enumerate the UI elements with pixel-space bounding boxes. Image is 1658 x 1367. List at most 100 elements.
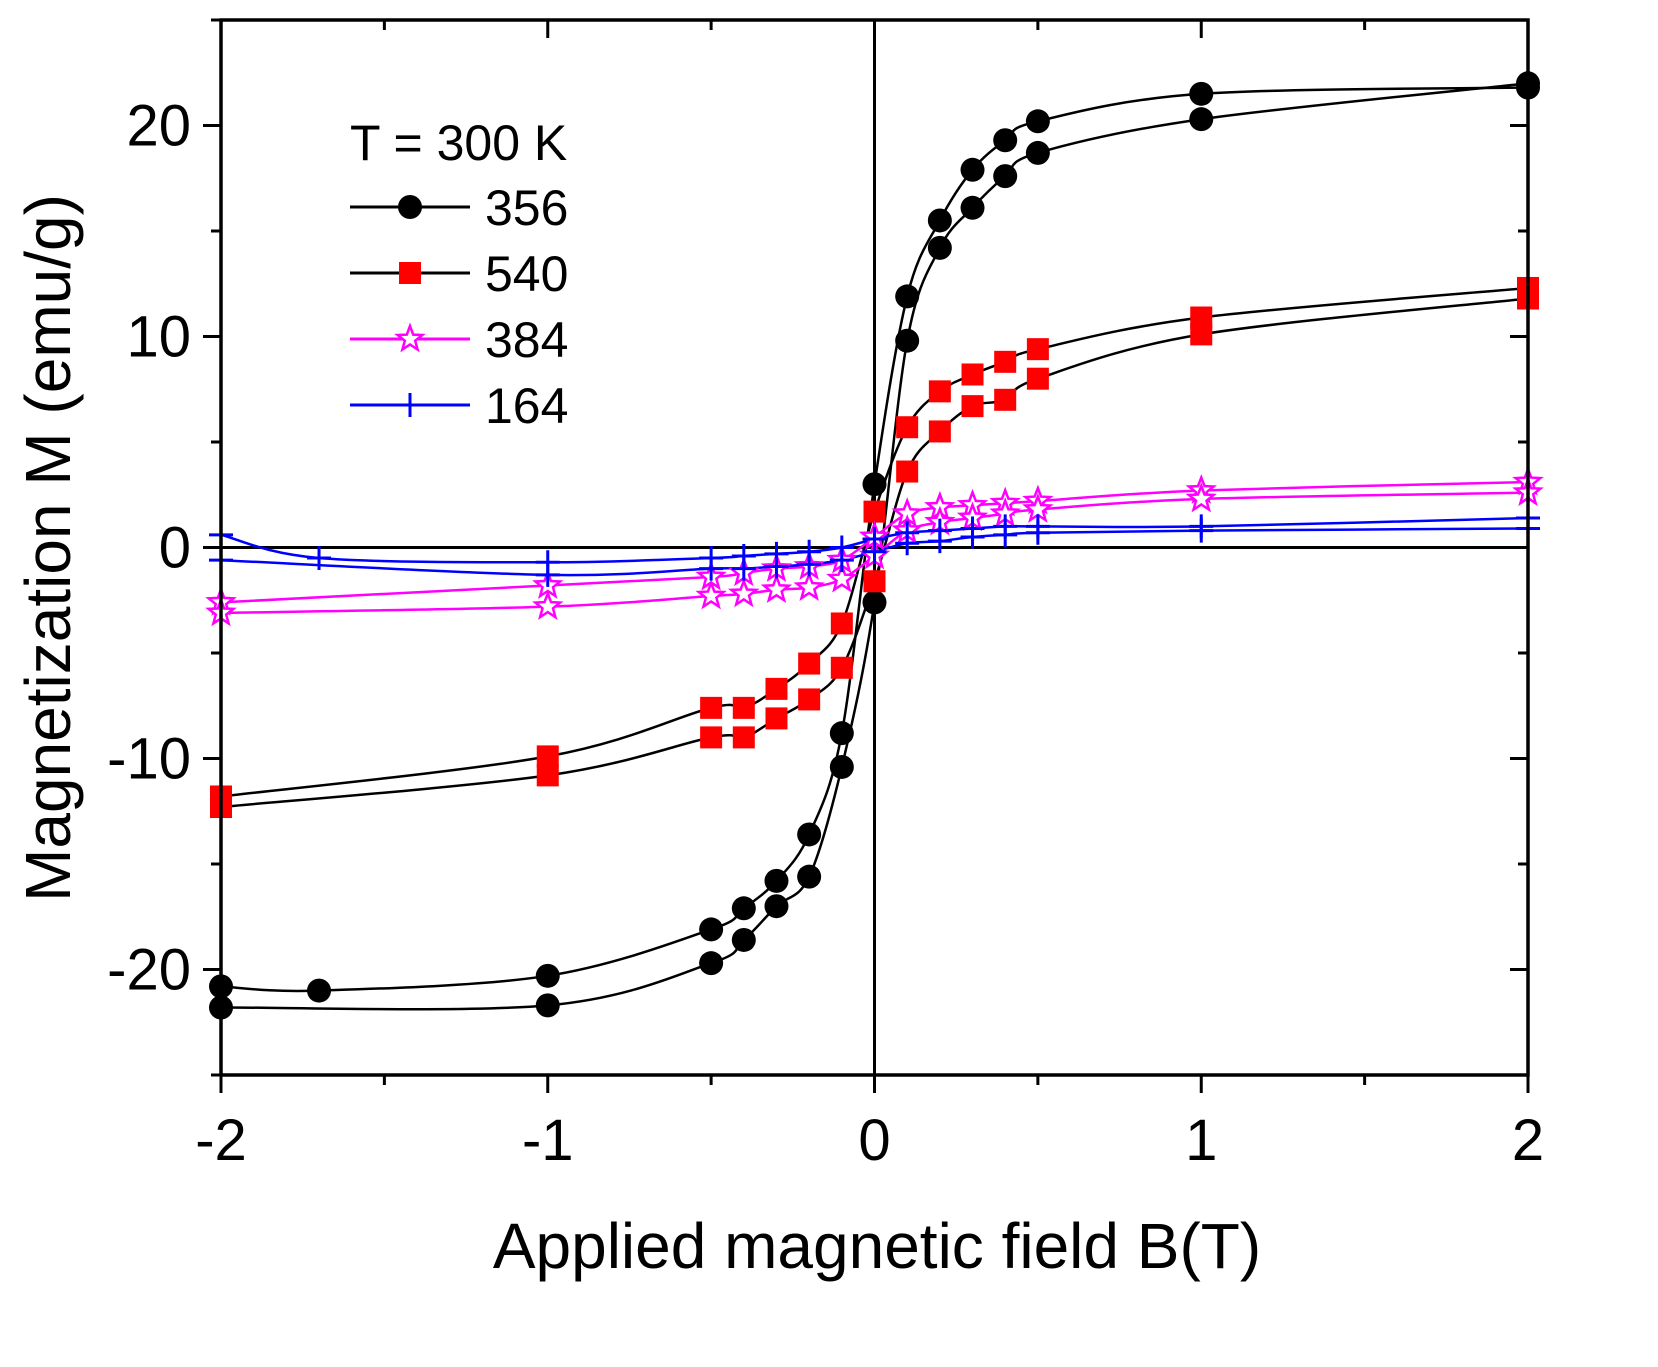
y-tick-label: 10 [126,305,191,370]
series-356-point [960,195,985,220]
y-tick-label: 20 [126,94,191,159]
series-540-point [830,612,853,635]
series-356-point [927,208,952,233]
series-356-point [535,993,560,1018]
series-540-point [765,677,788,700]
series-384-point [1185,482,1217,513]
legend-label-164: 164 [485,378,568,434]
x-axis-title: Applied magnetic field B(T) [493,1210,1261,1282]
series-164-point [764,554,789,579]
series-356-point [535,963,560,988]
series-540-point [700,696,723,719]
legend-marker-384 [394,322,426,353]
series-540-point [863,500,886,523]
series-356-point [307,978,332,1003]
series-540-point [961,395,984,418]
series-540-point [536,745,559,768]
series-384-point [695,579,727,610]
series-356-point [993,164,1018,189]
legend-marker-164 [398,393,422,417]
y-tick-label: -10 [107,727,191,792]
y-tick-label: -20 [107,938,191,1003]
x-tick-label: 2 [1512,1108,1544,1173]
series-164-point [535,562,560,587]
series-164-point [699,556,724,581]
series-356-point [731,896,756,921]
series-540-point [536,764,559,787]
series-540-point [994,350,1017,373]
series-356-point [895,284,920,309]
series-356-point [895,328,920,353]
series-164-point [797,552,822,577]
series-164-point [927,529,952,554]
series-540-point [1026,367,1049,390]
series-384-point [727,577,760,608]
series-540-point [765,707,788,730]
series-356-point [862,472,887,497]
series-356-point [731,927,756,952]
legend-label-356: 356 [485,180,568,236]
series-540-point [1190,306,1213,329]
series-540-point [896,460,919,483]
x-tick-label: 1 [1185,1108,1217,1173]
series-356-point [862,590,887,615]
series-540-point [830,656,853,679]
series-164-point [960,524,985,549]
temperature-annotation: T = 300 K [350,115,567,171]
series-356-point [1189,81,1214,106]
series-356-point [1189,107,1214,132]
series-384-point [760,573,793,604]
series-540-point [928,420,951,443]
legend-marker-540 [399,262,421,284]
series-540-point [994,388,1017,411]
series-356-point [797,822,822,847]
y-tick-label: 0 [159,516,191,581]
series-164-point [993,522,1018,547]
series-164-point [862,539,887,564]
series-164-point [1189,518,1214,543]
series-540-point [1026,338,1049,361]
series-356-point [1025,140,1050,165]
series-384-point [532,590,564,620]
series-540-point [1190,323,1213,346]
series-164-point [307,546,332,571]
series-540-point [961,363,984,386]
series-356-point [699,917,724,942]
series-356-point [1025,109,1050,134]
series-540-point [928,380,951,403]
legend-label-540: 540 [485,246,568,302]
x-tick-label: -1 [522,1108,574,1173]
series-356-point [993,128,1018,153]
series-540-point [863,570,886,593]
series-356-point [764,894,789,919]
legend-label-384: 384 [485,312,568,368]
series-356-point [927,235,952,260]
x-tick-label: -2 [195,1108,247,1173]
series-356-upper-curve [220,86,1529,993]
series-356-point [797,864,822,889]
y-axis-title: Magnetization M (emu/g) [12,194,84,902]
series-540-point [798,652,821,675]
series-540-point [896,416,919,439]
series-540-point [798,688,821,711]
series-356-point [764,868,789,893]
series-540-point [700,726,723,749]
series-540-point [732,696,755,719]
series-356-point [829,754,854,779]
legend: T = 300 K 356 540 384 164 [350,115,568,434]
legend-marker-356 [398,195,422,219]
x-tick-label: 0 [858,1108,890,1173]
series-164-point [731,556,756,581]
series-540-point [732,726,755,749]
series-markers [205,71,1544,1020]
series-384-point [793,571,825,601]
series-164-point [829,548,854,573]
series-356-point [699,951,724,976]
plot-frame [219,18,1530,1077]
series-164-point [1025,520,1050,545]
series-356-point [960,157,985,182]
series-384-point [826,562,858,593]
series-356-point [829,721,854,746]
